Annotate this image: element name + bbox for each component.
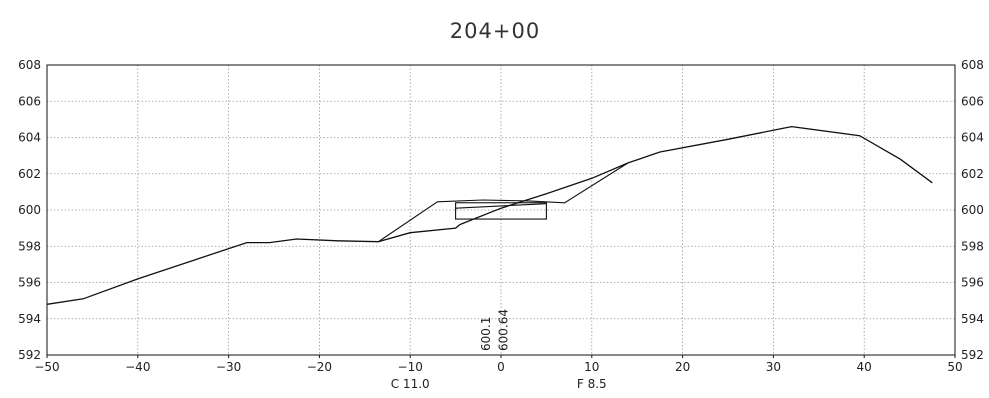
annotations: 600.1 600.64 C 11.0 F 8.5 bbox=[391, 309, 607, 391]
x-tick-label: −10 bbox=[398, 360, 423, 374]
y-tick-label-right: 604 bbox=[961, 131, 984, 145]
y-tick-label-left: 608 bbox=[18, 58, 41, 72]
elevation-label: 600.64 bbox=[496, 309, 510, 351]
y-tick-label-left: 592 bbox=[18, 348, 41, 362]
y-tick-label-left: 606 bbox=[18, 94, 41, 108]
x-tick-label: 0 bbox=[497, 360, 505, 374]
x-tick-label: −30 bbox=[216, 360, 241, 374]
y-tick-label-right: 596 bbox=[961, 276, 984, 290]
cut-fill-label: F 8.5 bbox=[577, 377, 607, 391]
grid bbox=[47, 65, 955, 355]
series-group bbox=[46, 125, 933, 305]
y-tick-label-right: 608 bbox=[961, 58, 984, 72]
x-tick-label: 20 bbox=[675, 360, 690, 374]
y-tick-label-right: 592 bbox=[961, 348, 984, 362]
y-tick-label-left: 598 bbox=[18, 239, 41, 253]
elevation-label: 600.1 bbox=[479, 317, 493, 351]
x-tick-label: 30 bbox=[766, 360, 781, 374]
y-tick-label-left: 596 bbox=[18, 276, 41, 290]
y-tick-label-right: 594 bbox=[961, 312, 984, 326]
cut-fill-label: C 11.0 bbox=[391, 377, 430, 391]
x-tick-label: 10 bbox=[584, 360, 599, 374]
x-tick-label: −20 bbox=[307, 360, 332, 374]
x-tick-label: −50 bbox=[34, 360, 59, 374]
y-tick-label-right: 600 bbox=[961, 203, 984, 217]
y-tick-label-right: 602 bbox=[961, 167, 984, 181]
y-tick-label-left: 602 bbox=[18, 167, 41, 181]
pavement-box bbox=[455, 202, 547, 220]
y-tick-label-left: 600 bbox=[18, 203, 41, 217]
x-tick-label: 40 bbox=[857, 360, 872, 374]
y-tick-label-left: 604 bbox=[18, 131, 41, 145]
y-tick-label-right: 606 bbox=[961, 94, 984, 108]
pavement-line bbox=[455, 203, 547, 209]
chart-title: 204+00 bbox=[450, 19, 540, 43]
design-line bbox=[378, 162, 629, 243]
x-tick-label: −40 bbox=[125, 360, 150, 374]
ground-line bbox=[46, 125, 933, 305]
y-tick-label-right: 598 bbox=[961, 239, 984, 253]
y-tick-label-left: 594 bbox=[18, 312, 41, 326]
x-tick-label: 50 bbox=[947, 360, 962, 374]
